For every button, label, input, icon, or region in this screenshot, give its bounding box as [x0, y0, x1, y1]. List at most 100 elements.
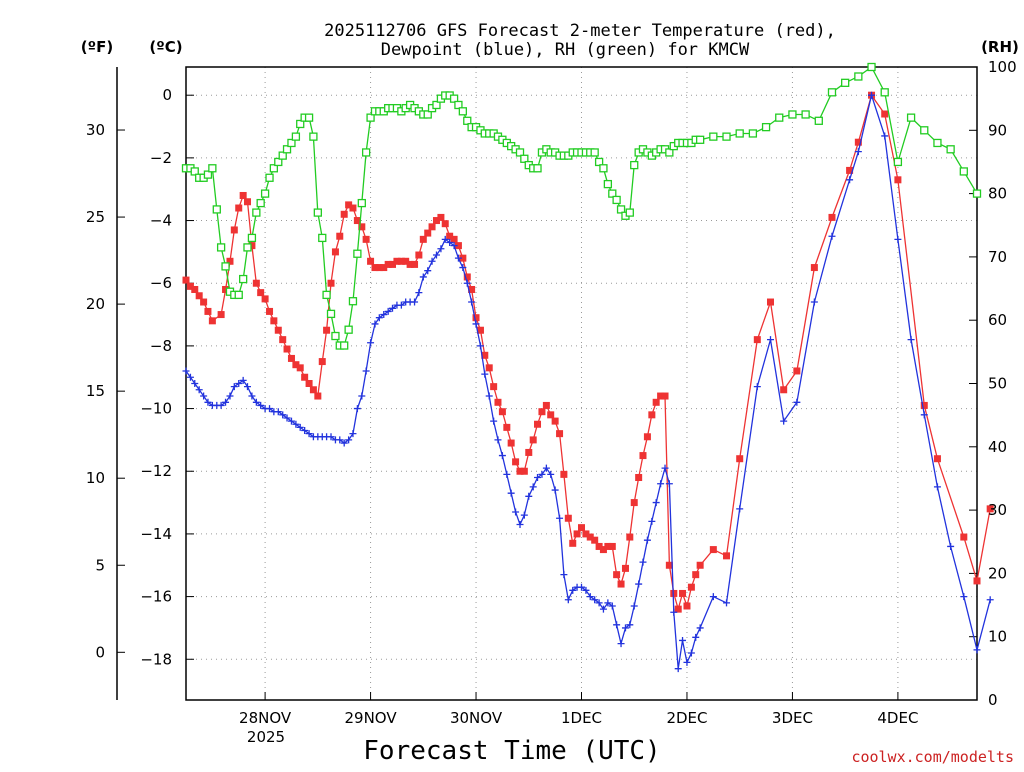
- rh-point: [313, 208, 322, 217]
- dewpoint-point: [621, 624, 629, 632]
- rh-line: [186, 66, 978, 347]
- temperature-point: [564, 514, 572, 522]
- dewpoint-point: [195, 386, 203, 394]
- chart-title-line1: 2025112706 GFS Forecast 2-meter Temperat…: [324, 21, 836, 41]
- temperature-point: [639, 452, 647, 460]
- rh-point: [841, 78, 850, 87]
- temperature-point: [235, 204, 243, 212]
- temperature-point: [512, 458, 520, 466]
- temperature-point: [208, 317, 216, 325]
- dewpoint-point: [490, 417, 498, 425]
- rh-tick-label: 80: [988, 185, 1007, 203]
- fahrenheit-tick-label: 5: [95, 556, 105, 574]
- x-axis-title: Forecast Time (UTC): [363, 736, 660, 766]
- dewpoint-point: [222, 398, 230, 406]
- rh-unit-label: (RH): [981, 38, 1019, 56]
- rh-point: [533, 164, 542, 173]
- rh-point: [256, 198, 265, 208]
- dewpoint-point: [520, 511, 528, 519]
- temperature-point: [490, 383, 498, 391]
- temperature-point: [516, 467, 524, 475]
- temperature-point: [525, 448, 533, 456]
- rh-point: [340, 341, 349, 350]
- rh-point: [599, 164, 608, 173]
- temperature-point: [652, 398, 660, 406]
- temperature-point: [419, 235, 427, 243]
- temperature-point: [753, 336, 761, 344]
- temperature-point: [393, 257, 401, 265]
- fahrenheit-tick-label: 30: [86, 121, 105, 139]
- dewpoint-point: [516, 521, 524, 529]
- dewpoint-point: [305, 430, 313, 438]
- temperature-point: [569, 539, 577, 547]
- temperature-point: [468, 285, 476, 293]
- rh-point: [274, 157, 283, 167]
- rh-tick-label: 50: [988, 375, 1007, 393]
- temperature-point: [626, 533, 634, 541]
- temperature-point: [683, 602, 691, 610]
- temperature-point: [371, 264, 379, 272]
- celsius-tick-label: −6: [150, 274, 172, 292]
- temperature-point: [309, 386, 317, 394]
- year-label: 2025: [247, 728, 285, 746]
- temperature-point: [657, 392, 665, 400]
- temperature-point: [472, 314, 480, 322]
- temperature-point: [476, 326, 484, 334]
- dewpoint-point: [327, 433, 335, 441]
- dewpoint-point: [248, 392, 256, 400]
- temperature-point: [529, 436, 537, 444]
- temperature-point: [630, 499, 638, 507]
- temperature-point: [450, 235, 458, 243]
- dewpoint-point: [560, 571, 568, 579]
- temperature-point: [595, 542, 603, 550]
- temperature-point: [586, 533, 594, 541]
- dewpoint-point: [973, 646, 981, 654]
- rh-point: [946, 145, 955, 154]
- temperature-point: [665, 561, 673, 569]
- dewpoint-point: [608, 602, 616, 610]
- temperature-point: [331, 248, 339, 256]
- rh-point: [893, 157, 903, 167]
- fahrenheit-tick-label: 15: [86, 382, 105, 400]
- temperature-point: [854, 138, 862, 146]
- rh-point: [761, 122, 771, 132]
- dewpoint-point: [538, 470, 546, 478]
- rh-point: [814, 116, 823, 125]
- temperature-point: [318, 358, 326, 366]
- temperature-point: [591, 536, 599, 544]
- dewpoint-point: [881, 132, 889, 140]
- celsius-tick-label: −10: [140, 400, 172, 418]
- dewpoint-point: [494, 436, 502, 444]
- dewpoint-point: [569, 586, 577, 594]
- temperature-point: [538, 408, 546, 416]
- rh-point: [278, 151, 287, 160]
- fahrenheit-unit-label: (ºF): [81, 38, 113, 56]
- dewpoint-point: [595, 599, 603, 607]
- dewpoint-point: [419, 273, 427, 281]
- rh-point: [353, 249, 362, 258]
- temperature-point: [780, 386, 788, 394]
- temperature-point: [266, 307, 274, 315]
- celsius-tick-label: −8: [150, 337, 172, 355]
- temperature-point: [481, 351, 489, 359]
- dewpoint-point: [933, 483, 941, 491]
- temperature-point: [182, 276, 190, 284]
- rh-point: [920, 126, 929, 135]
- dewpoint-point: [766, 336, 774, 344]
- rh-point: [361, 148, 371, 157]
- dewpoint-point: [723, 599, 731, 607]
- rh-point: [190, 167, 199, 176]
- dewpoint-point: [525, 492, 533, 500]
- rh-point: [449, 94, 459, 103]
- dewpoint-point: [613, 621, 621, 629]
- rh-point: [423, 110, 432, 119]
- rh-point: [612, 195, 621, 205]
- dewpoint-point: [674, 665, 682, 673]
- temperature-point: [599, 546, 607, 554]
- rh-point: [208, 164, 217, 173]
- temperature-point: [648, 411, 656, 419]
- dewpoint-point: [578, 583, 585, 591]
- temperature-point: [397, 257, 405, 265]
- temperature-point: [222, 285, 230, 293]
- dewpoint-point: [428, 257, 436, 265]
